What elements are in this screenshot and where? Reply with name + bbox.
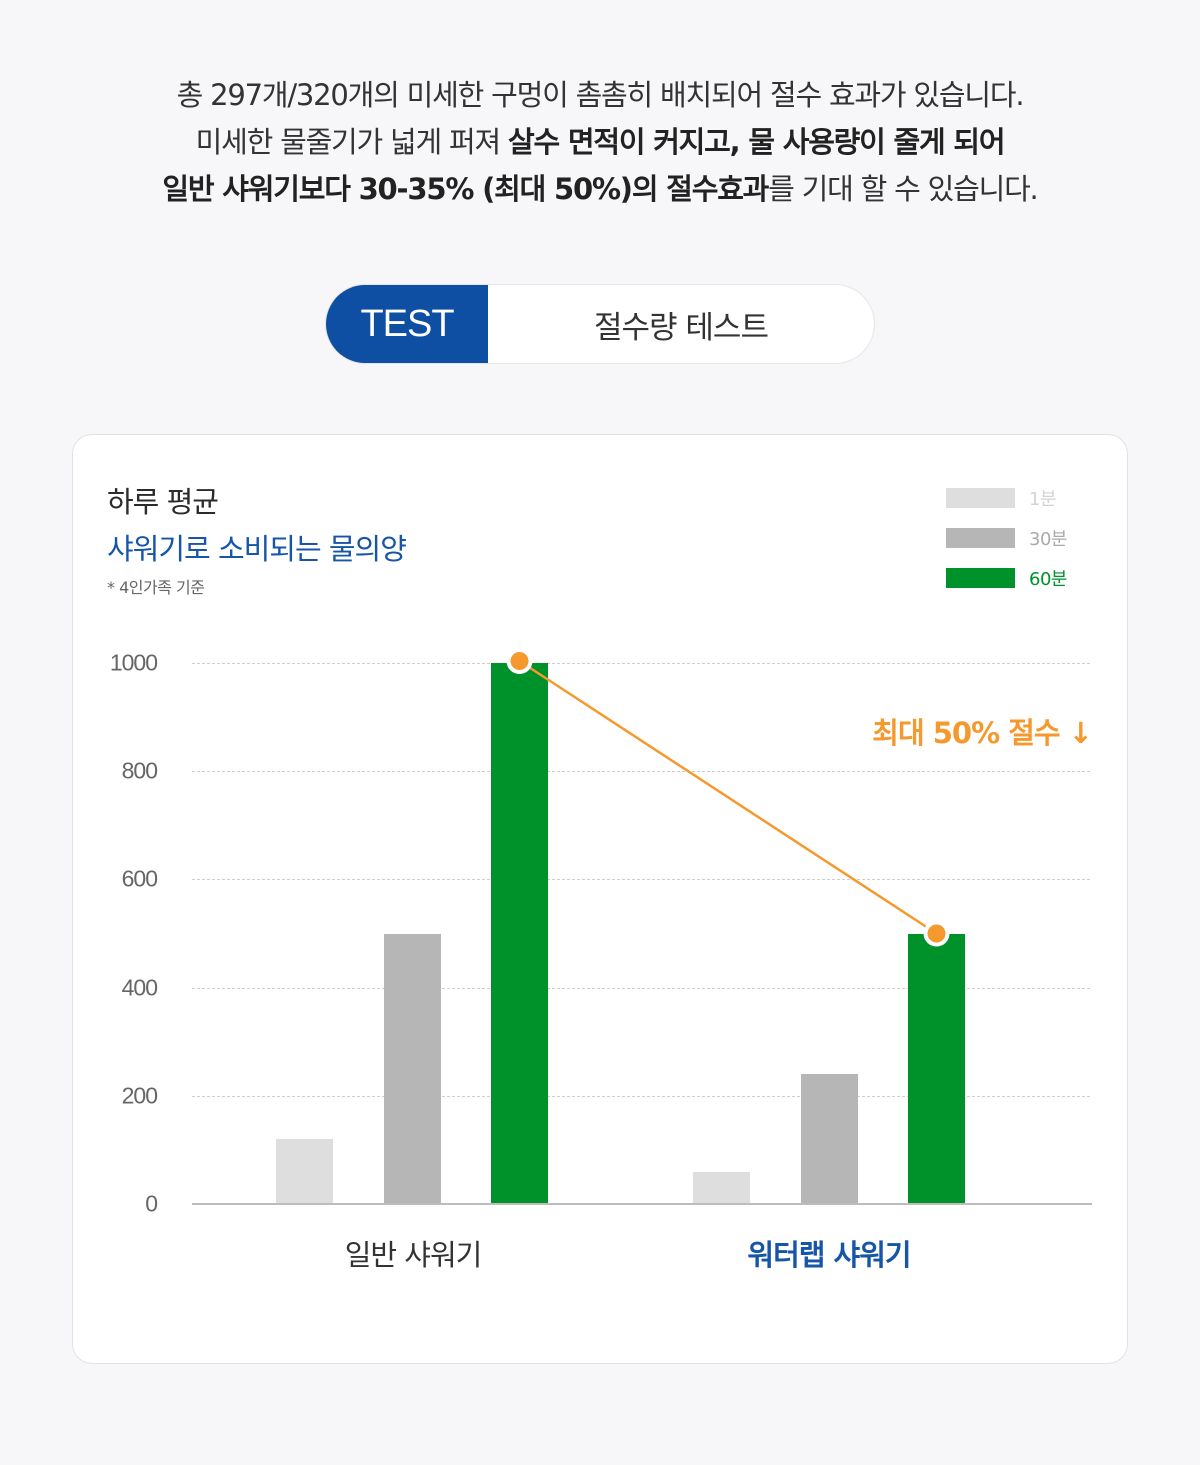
y-tick-800: 800	[121, 757, 158, 784]
chart-note: * 4인가족 기준	[107, 578, 205, 597]
gridline-200	[192, 1095, 1090, 1097]
legend-item-30min: 30분	[946, 528, 1067, 550]
bar-regular-1분	[276, 1139, 333, 1204]
y-tick-600: 600	[121, 865, 158, 892]
chart-title-line-1: 하루 평균	[107, 485, 219, 519]
legend-item-60min: 60분	[946, 568, 1067, 590]
gridline-1000	[192, 663, 1090, 664]
legend-label-30min: 30분	[1029, 529, 1067, 550]
bar-waterlab-30분	[800, 1074, 858, 1204]
bar-regular-60분	[491, 663, 548, 1204]
intro-line-3-normal: 를 기대 할 수 있습니다.	[768, 172, 1039, 206]
intro-text: 총 297개/320개의 미세한 구멍이 촘촘히 배치되어 절수 효과가 있습니…	[0, 72, 1200, 213]
gridline-600	[192, 879, 1090, 881]
y-tick-0: 0	[145, 1190, 158, 1217]
gridline-800	[192, 771, 1090, 773]
bar-waterlab-60분	[908, 933, 965, 1204]
legend-label-60min: 60분	[1029, 569, 1067, 590]
y-tick-200: 200	[121, 1082, 158, 1109]
intro-line-2: 미세한 물줄기가 넓게 퍼져 살수 면적이 커지고, 물 사용량이 줄게 되어	[0, 119, 1200, 166]
legend-swatch-30min	[946, 528, 1015, 548]
y-tick-400: 400	[121, 974, 158, 1001]
chart-legend: 1분 30분 60분	[946, 488, 1067, 608]
y-tick-1000: 1000	[109, 649, 158, 676]
test-title: 절수량 테스트	[594, 309, 769, 346]
x-label-waterlab-shower: 워터랩 샤워기	[747, 1238, 911, 1272]
intro-line-2-normal: 미세한 물줄기가 넓게 퍼져	[195, 125, 508, 159]
intro-line-2-bold: 살수 면적이 커지고, 물 사용량이 줄게 되어	[508, 125, 1006, 159]
gridline-400	[192, 987, 1090, 989]
intro-line-1: 총 297개/320개의 미세한 구멍이 촘촘히 배치되어 절수 효과가 있습니…	[176, 78, 1025, 112]
x-label-regular-shower: 일반 샤워기	[344, 1238, 483, 1272]
test-tag: TEST	[326, 285, 488, 363]
intro-line-3: 일반 샤워기보다 30-35% (최대 50%)의 절수효과를 기대 할 수 있…	[0, 166, 1200, 213]
bar-waterlab-1분	[693, 1171, 750, 1204]
bar-regular-30분	[383, 933, 441, 1204]
savings-annotation: 최대 50% 절수 ↓	[872, 716, 1093, 750]
chart-title-line-2: 샤워기로 소비되는 물의양	[107, 532, 407, 566]
x-axis-baseline	[192, 1203, 1092, 1205]
legend-swatch-1min	[946, 488, 1015, 508]
intro-line-3-bold: 일반 샤워기보다 30-35% (최대 50%)의 절수효과	[162, 172, 769, 206]
legend-label-1min: 1분	[1029, 489, 1057, 510]
legend-item-1min: 1분	[946, 488, 1067, 510]
test-pill-header: TEST 절수량 테스트	[325, 284, 875, 364]
legend-swatch-60min	[946, 568, 1015, 588]
